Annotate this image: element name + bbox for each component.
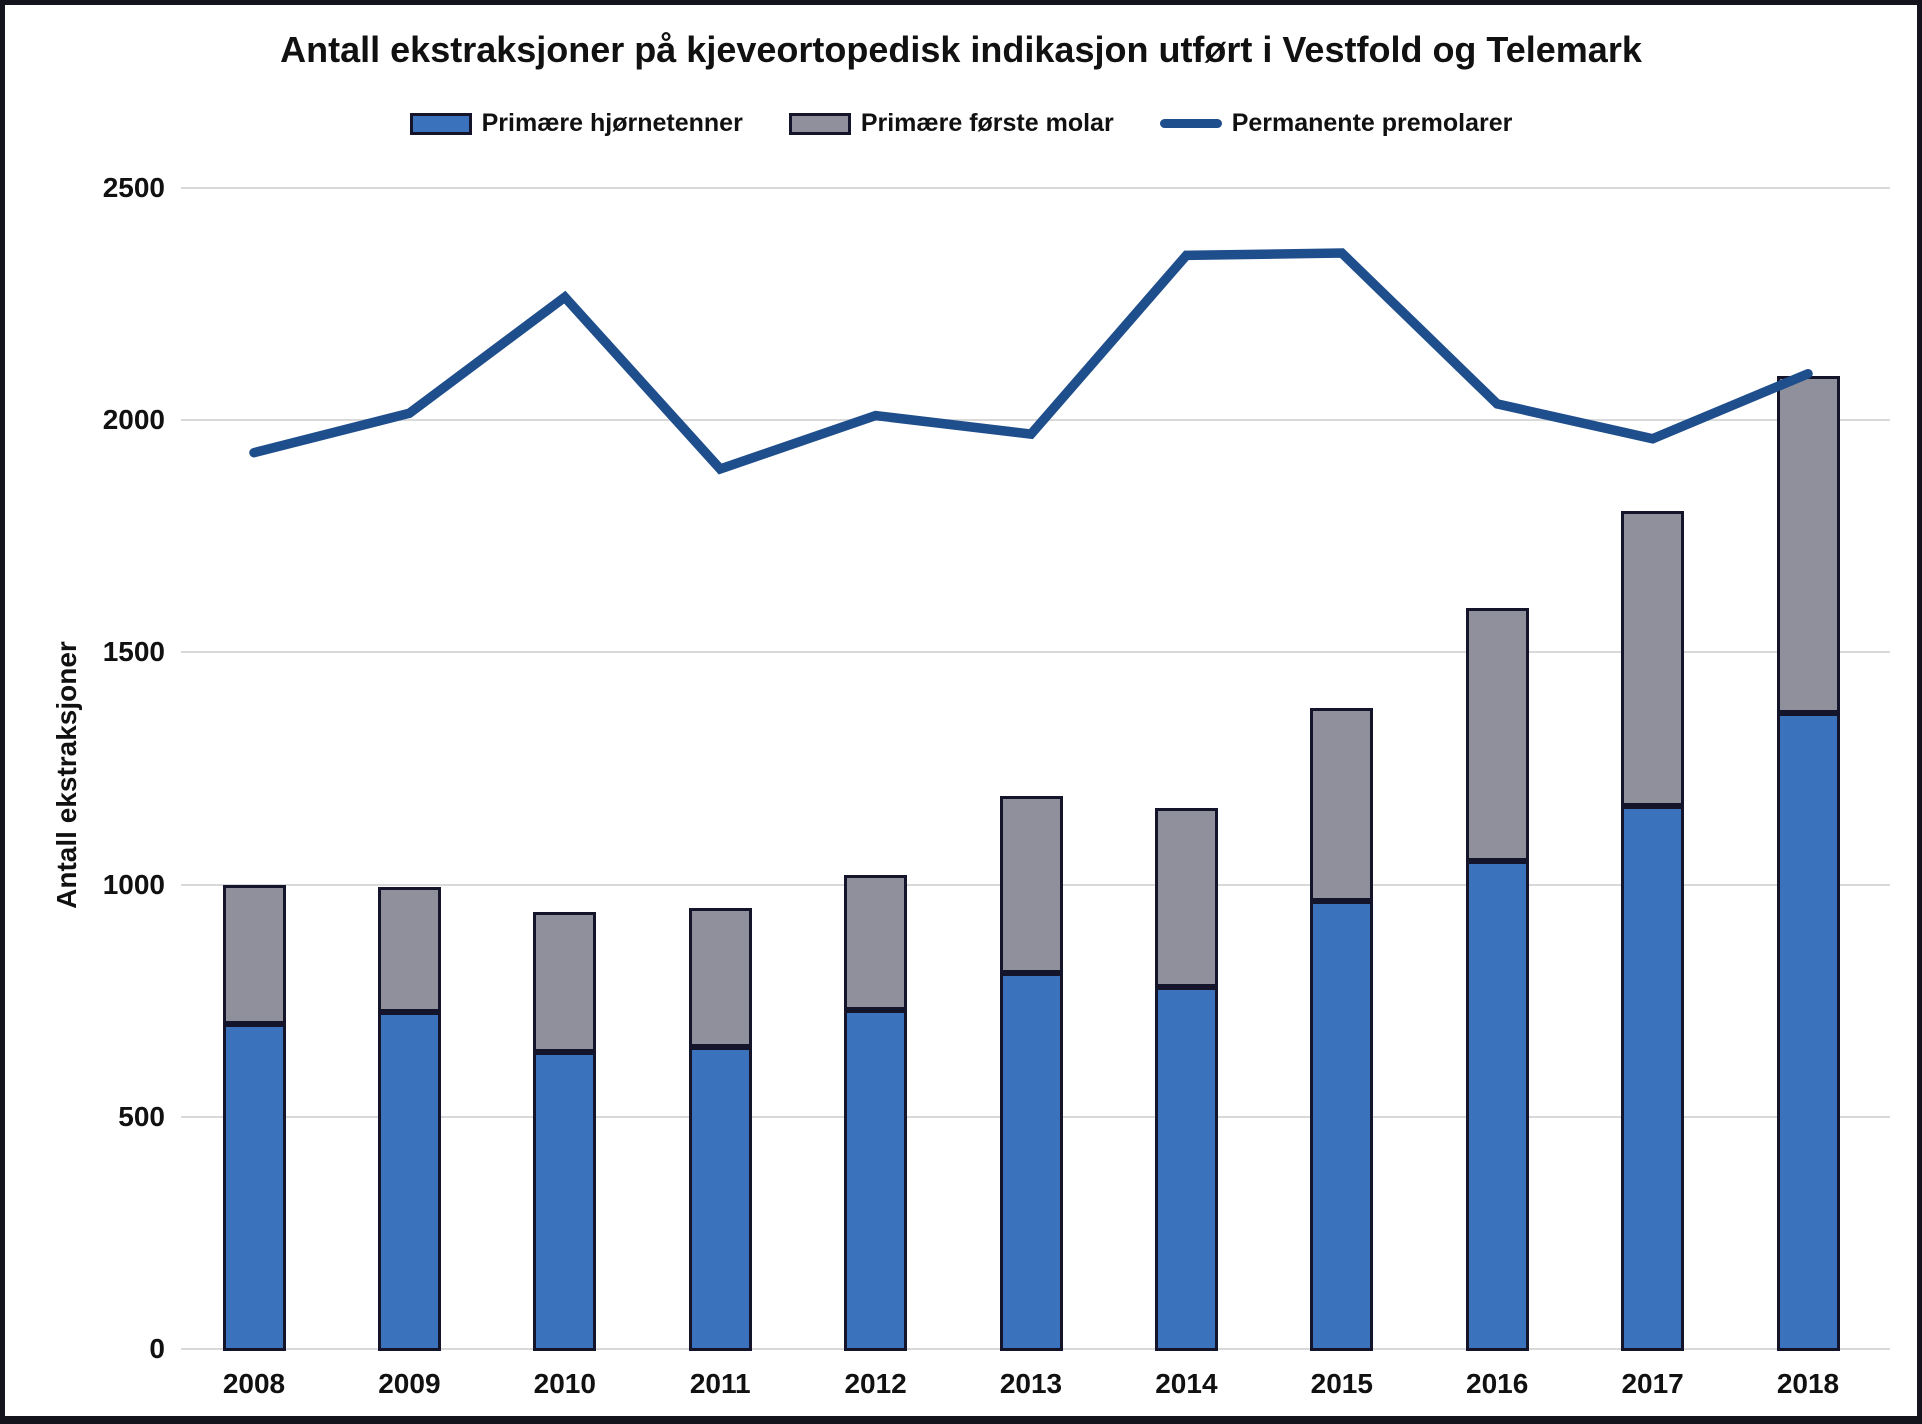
legend-item-primary-first-molar: Primære første molar — [788, 109, 1114, 138]
x-tick-label: 2015 — [1310, 1368, 1373, 1399]
legend-label-permanent-premolars: Permanente premolarer — [1231, 109, 1513, 137]
bar-segment-primary-canines — [1621, 805, 1685, 1351]
gridline — [181, 187, 1890, 189]
bar-segment-primary-first-molar — [1776, 376, 1840, 713]
bar-segment-primary-canines — [999, 972, 1063, 1351]
legend-label-primary-first-molar: Primære første molar — [860, 109, 1114, 137]
chart-title: Antall ekstraksjoner på kjeveortopedisk … — [280, 29, 1642, 70]
y-tick-label: 1500 — [102, 636, 165, 668]
y-tick-label: 0 — [149, 1333, 165, 1364]
bar-segment-primary-first-molar — [844, 875, 908, 1010]
y-tick-label: 2500 — [102, 172, 165, 203]
plot-area: 0 500 1000 1500 2000 2500 2008 2009 2010 2011 2012… — [5, 5, 1917, 1416]
x-tick-label: 2016 — [1466, 1368, 1529, 1399]
bar-segment-primary-canines — [222, 1023, 286, 1351]
bar-segment-primary-canines — [688, 1047, 752, 1351]
bar-segment-primary-first-molar — [688, 907, 752, 1048]
x-tick-label: 2009 — [378, 1368, 441, 1399]
x-tick-label: 2008 — [222, 1368, 286, 1399]
legend-item-permanent-premolars: Permanente premolarer — [1159, 109, 1513, 138]
bar-segment-primary-first-molar — [1154, 807, 1218, 987]
y-tick-label: 1000 — [102, 868, 165, 900]
x-tick-label: 2012 — [844, 1368, 907, 1399]
x-tick-label: 2017 — [1621, 1368, 1684, 1399]
y-tick-label: 500 — [118, 1100, 165, 1132]
legend: Primære hjørnetenner Primære første mola… — [5, 109, 1917, 138]
y-tick-label: 2000 — [102, 404, 165, 436]
bar-segment-primary-first-molar — [999, 796, 1063, 973]
bar-segment-primary-canines — [1465, 861, 1529, 1351]
gridline — [181, 651, 1890, 654]
permanent-premolars-line — [249, 248, 1813, 475]
x-tick-label: 2011 — [689, 1368, 751, 1399]
bar-segment-primary-first-molar — [1310, 708, 1374, 901]
bar-segment-primary-first-molar — [222, 884, 286, 1024]
bar-segment-primary-canines — [1154, 986, 1218, 1351]
bar-segment-primary-canines — [1776, 712, 1840, 1351]
x-tick-label: 2018 — [1776, 1368, 1840, 1399]
bar-segment-primary-canines — [533, 1051, 597, 1351]
legend-label-primary-canines: Primære hjørnetenner — [481, 109, 743, 137]
bar-segment-primary-first-molar — [377, 886, 441, 1013]
gridline — [181, 419, 1890, 422]
x-tick-label: 2010 — [533, 1368, 596, 1399]
bar-segment-primary-canines — [377, 1012, 441, 1351]
bar-segment-primary-first-molar — [1621, 510, 1685, 806]
bar-segment-primary-canines — [844, 1009, 908, 1351]
bar-segment-primary-canines — [1310, 900, 1374, 1351]
x-tick-label: 2014 — [1155, 1368, 1218, 1399]
legend-swatch-primary-canines — [409, 112, 472, 135]
bar-segment-primary-first-molar — [533, 912, 597, 1052]
legend-line-swatch-permanent-premolars — [1159, 119, 1222, 128]
legend-item-primary-canines: Primære hjørnetenner — [409, 109, 743, 138]
legend-swatch-primary-first-molar — [788, 112, 851, 135]
x-tick-label: 2013 — [999, 1368, 1063, 1399]
bar-segment-primary-first-molar — [1465, 608, 1529, 862]
